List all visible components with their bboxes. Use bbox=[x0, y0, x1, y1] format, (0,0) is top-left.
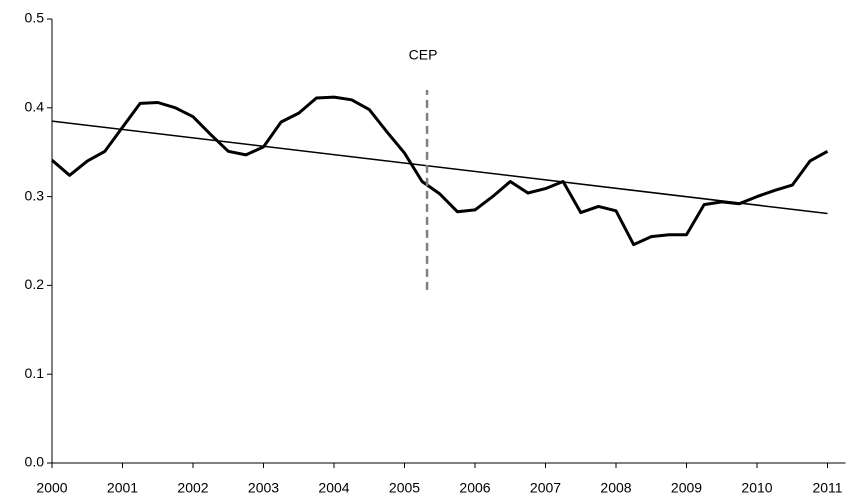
x-tick-label: 2006 bbox=[459, 480, 490, 496]
series-line bbox=[51, 95, 829, 247]
x-tick-label: 2002 bbox=[177, 480, 208, 496]
y-tick-label: 0.2 bbox=[25, 276, 45, 292]
y-tick-label: 0.0 bbox=[25, 454, 45, 470]
x-tick-label: 2007 bbox=[530, 480, 561, 496]
x-tick-label: 2004 bbox=[318, 480, 349, 496]
x-tick-label: 2003 bbox=[248, 480, 279, 496]
y-tick-label: 0.4 bbox=[25, 99, 45, 115]
y-tick-label: 0.3 bbox=[25, 187, 45, 203]
x-tick-label: 2005 bbox=[389, 480, 420, 496]
x-tick-label: 2001 bbox=[107, 480, 138, 496]
x-tick-label: 2009 bbox=[671, 480, 702, 496]
trend-line bbox=[51, 120, 828, 215]
x-tick-label: 2000 bbox=[36, 480, 67, 496]
y-tick-label: 0.1 bbox=[25, 365, 45, 381]
x-tick-label: 2008 bbox=[600, 480, 631, 496]
x-tick-label: 2011 bbox=[812, 480, 842, 496]
x-tick-label: 2010 bbox=[741, 480, 772, 496]
y-tick-label: 0.5 bbox=[25, 10, 45, 26]
annotation-label: CEP bbox=[409, 47, 438, 63]
